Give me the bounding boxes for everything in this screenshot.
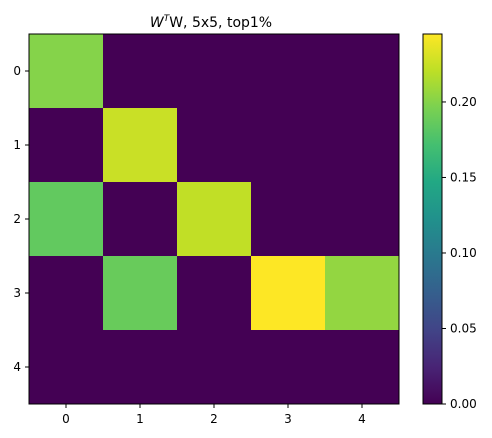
y-tick-label: 1 [13, 138, 21, 152]
heatmap-cell-r3-c4 [325, 256, 400, 331]
colorbar-tick-label: 0.05 [450, 321, 477, 335]
chart-title-prefix: W [150, 15, 165, 31]
plot-frame [28, 33, 400, 405]
heatmap-cell-r0-c4 [325, 34, 400, 109]
colorbar-ticks: 0.00 0.05 0.10 0.15 0.20 [442, 95, 477, 411]
chart-title-suffix: W, 5x5, top1% [169, 15, 272, 31]
y-tick-label: 3 [13, 286, 21, 300]
heatmap-cell-r4-c1 [103, 330, 178, 405]
heatmap-cell-r2-c2 [177, 182, 252, 257]
heatmap-cell-r1-c0 [29, 108, 104, 183]
heatmap-cell-r3-c3 [251, 256, 326, 331]
heatmap-cell-r2-c1 [103, 182, 178, 257]
heatmap-cell-r1-c1 [103, 108, 178, 183]
chart-title: WTW, 5x5, top1% [150, 14, 272, 31]
heatmap-cell-r3-c0 [29, 256, 104, 331]
heatmap-cell-r3-c2 [177, 256, 252, 331]
y-tick-label: 4 [13, 360, 21, 374]
colorbar [422, 33, 443, 405]
heatmap-cell-r1-c3 [251, 108, 326, 183]
y-axis: 0 1 2 3 4 [13, 64, 29, 374]
heatmap-cell-r2-c3 [251, 182, 326, 257]
colorbar-tick-label: 0.15 [450, 170, 477, 184]
heatmap-cell-r4-c0 [29, 330, 104, 405]
heatmap-cell-r2-c4 [325, 182, 400, 257]
heatmap-cell-r0-c1 [103, 34, 178, 109]
heatmap-cell-r0-c0 [29, 34, 104, 109]
heatmap-cell-r0-c3 [251, 34, 326, 109]
x-tick-label: 4 [358, 412, 366, 426]
y-tick-label: 2 [13, 212, 21, 226]
colorbar-tick-label: 0.10 [450, 246, 477, 260]
x-tick-label: 3 [284, 412, 292, 426]
heatmap-cell-r0-c2 [177, 34, 252, 109]
heatmap-cell-r4-c4 [325, 330, 400, 405]
heatmap-cell-r1-c2 [177, 108, 252, 183]
colorbar-tick-label: 0.00 [450, 397, 477, 411]
heatmap-cells [29, 34, 400, 405]
y-tick-label: 0 [13, 64, 21, 78]
heatmap-cell-r3-c1 [103, 256, 178, 331]
x-tick-label: 1 [136, 412, 144, 426]
heatmap-cell-r2-c0 [29, 182, 104, 257]
x-tick-label: 0 [62, 412, 70, 426]
heatmap-cell-r4-c2 [177, 330, 252, 405]
chart-title-superscript: T [164, 14, 171, 24]
heatmap-cell-r1-c4 [325, 108, 400, 183]
x-axis: 0 1 2 3 4 [62, 404, 366, 426]
heatmap-cell-r4-c3 [251, 330, 326, 405]
x-tick-label: 2 [210, 412, 218, 426]
colorbar-tick-label: 0.20 [450, 95, 477, 109]
